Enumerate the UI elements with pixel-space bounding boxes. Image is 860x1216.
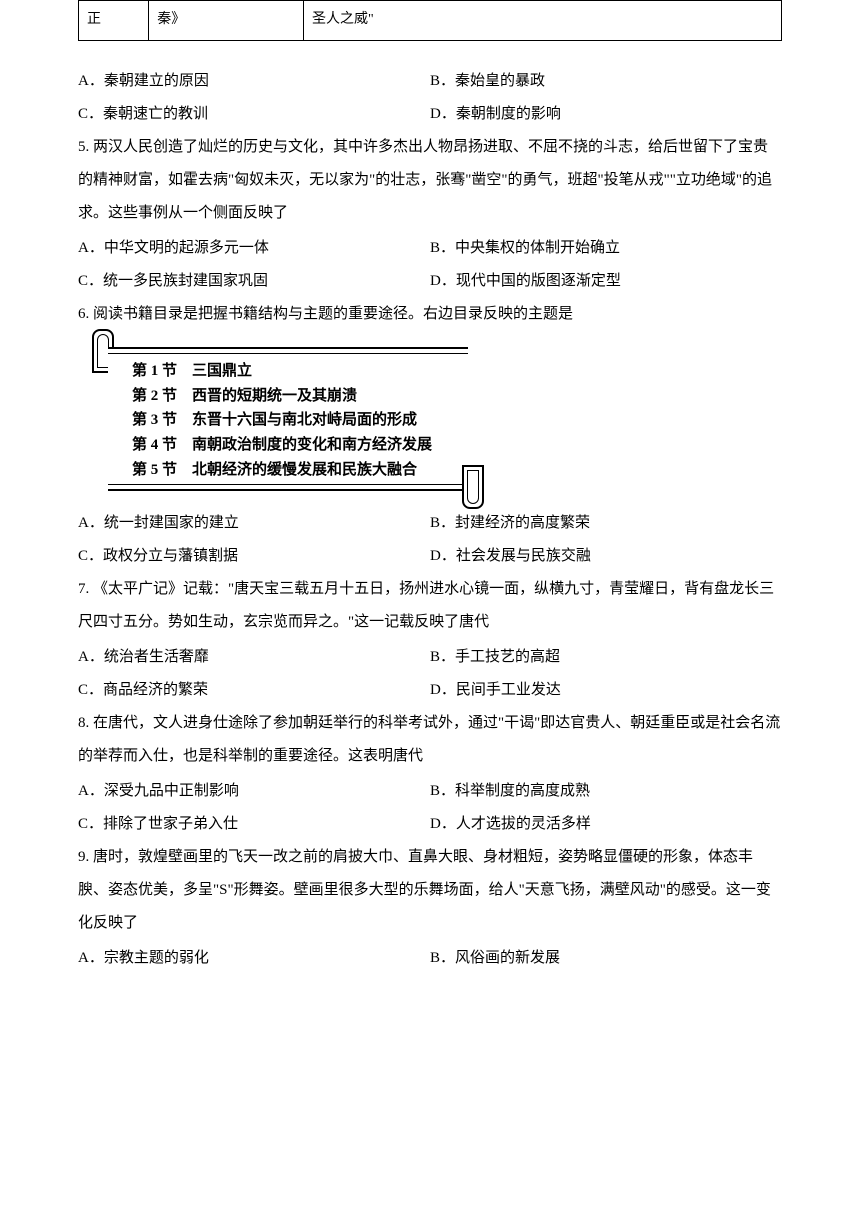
toc-scroll: 第 1 节 三国鼎立 第 2 节 西晋的短期统一及其崩溃 第 3 节 东晋十六国… [78,339,498,499]
option-c: C．秦朝速亡的教训 [78,98,430,131]
table-row: 正 秦》 圣人之威" [79,1,782,41]
q4-options: A．秦朝建立的原因 B．秦始皇的暴政 C．秦朝速亡的教训 D．秦朝制度的影响 [78,65,782,131]
scroll-roll-icon [462,465,484,509]
cell-title: 秦》 [149,1,304,41]
option-c: C．商品经济的繁荣 [78,674,430,707]
toc-line: 第 2 节 西晋的短期统一及其崩溃 [132,384,452,409]
q7-text: 7. 《太平广记》记载："唐天宝三载五月十五日，扬州进水心镜一面，纵横九寸，青莹… [78,573,782,639]
toc-line: 第 4 节 南朝政治制度的变化和南方经济发展 [132,433,452,458]
q7-options: A．统治者生活奢靡 B．手工技艺的高超 C．商品经济的繁荣 D．民间手工业发达 [78,641,782,707]
q5-options: A．中华文明的起源多元一体 B．中央集权的体制开始确立 C．统一多民族封建国家巩… [78,232,782,298]
toc-line: 第 1 节 三国鼎立 [132,359,452,384]
option-c: C．统一多民族封建国家巩固 [78,265,430,298]
option-d: D．民间手工业发达 [430,674,782,707]
option-d: D．秦朝制度的影响 [430,98,782,131]
option-c: C．排除了世家子弟入仕 [78,808,430,841]
option-a: A．秦朝建立的原因 [78,65,430,98]
option-d: D．社会发展与民族交融 [430,540,782,573]
toc-line: 第 5 节 北朝经济的缓慢发展和民族大融合 [132,458,452,483]
option-d: D．现代中国的版图逐渐定型 [430,265,782,298]
option-b: B．手工技艺的高超 [430,641,782,674]
option-b: B．中央集权的体制开始确立 [430,232,782,265]
toc-line: 第 3 节 东晋十六国与南北对峙局面的形成 [132,408,452,433]
q8-text: 8. 在唐代，文人进身仕途除了参加朝廷举行的科举考试外，通过"干谒"即达官贵人、… [78,707,782,773]
option-a: A．统治者生活奢靡 [78,641,430,674]
reference-table: 正 秦》 圣人之威" [78,0,782,41]
option-b: B．秦始皇的暴政 [430,65,782,98]
q8-options: A．深受九品中正制影响 B．科举制度的高度成熟 C．排除了世家子弟入仕 D．人才… [78,775,782,841]
option-b: B．封建经济的高度繁荣 [430,507,782,540]
option-d: D．人才选拔的灵活多样 [430,808,782,841]
option-c: C．政权分立与藩镇割据 [78,540,430,573]
q9-options: A．宗教主题的弱化 B．风俗画的新发展 [78,942,782,975]
q5-text: 5. 两汉人民创造了灿烂的历史与文化，其中许多杰出人物昂扬进取、不屈不挠的斗志，… [78,131,782,230]
q6-options: A．统一封建国家的建立 B．封建经济的高度繁荣 C．政权分立与藩镇割据 D．社会… [78,507,782,573]
option-a: A．宗教主题的弱化 [78,942,430,975]
option-a: A．统一封建国家的建立 [78,507,430,540]
option-b: B．风俗画的新发展 [430,942,782,975]
cell-author: 正 [79,1,149,41]
option-a: A．中华文明的起源多元一体 [78,232,430,265]
option-a: A．深受九品中正制影响 [78,775,430,808]
option-b: B．科举制度的高度成熟 [430,775,782,808]
q6-text: 6. 阅读书籍目录是把握书籍结构与主题的重要途径。右边目录反映的主题是 [78,298,782,331]
q9-text: 9. 唐时，敦煌壁画里的飞天一改之前的肩披大巾、直鼻大眼、身材粗短，姿势略显僵硬… [78,841,782,940]
cell-quote: 圣人之威" [303,1,781,41]
toc-content: 第 1 节 三国鼎立 第 2 节 西晋的短期统一及其崩溃 第 3 节 东晋十六国… [108,347,468,491]
